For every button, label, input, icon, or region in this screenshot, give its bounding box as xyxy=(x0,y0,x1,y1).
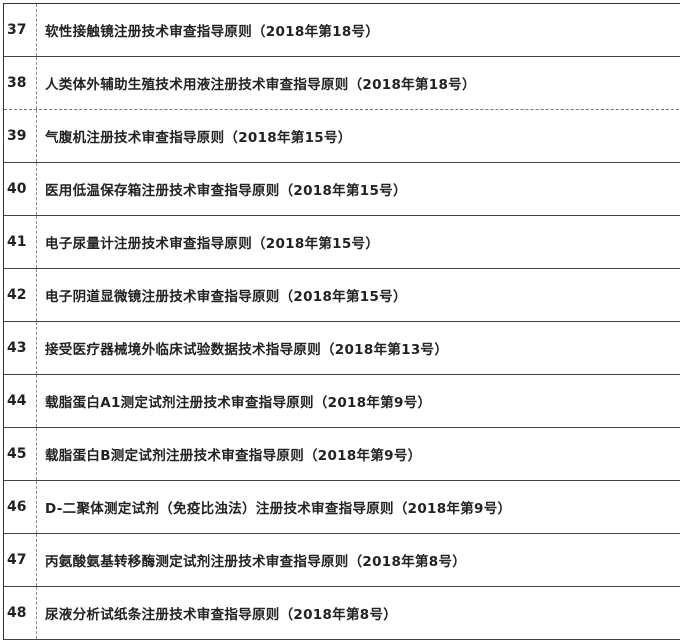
guideline-title: 载脂蛋白B测定试剂注册技术审查指导原则（2018年第9号） xyxy=(45,448,422,464)
guideline-title: 电子阴道显微镜注册技术审查指导原则（2018年第15号） xyxy=(45,289,407,305)
row-number: 38 xyxy=(4,57,37,109)
table-row: 41 电子尿量计注册技术审查指导原则（2018年第15号） xyxy=(4,216,680,269)
row-number: 40 xyxy=(4,163,37,215)
guideline-title: 软性接触镜注册技术审查指导原则（2018年第18号） xyxy=(45,24,380,40)
row-number: 44 xyxy=(4,375,37,427)
guideline-title: 接受医疗器械境外临床试验数据技术指导原则（2018年第13号） xyxy=(45,342,449,358)
table-row: 37 软性接触镜注册技术审查指导原则（2018年第18号） xyxy=(4,4,680,57)
row-number: 48 xyxy=(4,587,37,639)
table-row: 48 尿液分析试纸条注册技术审查指导原则（2018年第8号） xyxy=(4,587,680,640)
guideline-title: 丙氨酸氨基转移酶测定试剂注册技术审查指导原则（2018年第8号） xyxy=(45,554,467,570)
table-row: 46 D-二聚体测定试剂（免疫比浊法）注册技术审查指导原则（2018年第9号） xyxy=(4,481,680,534)
table-row: 43 接受医疗器械境外临床试验数据技术指导原则（2018年第13号） xyxy=(4,322,680,375)
table-row: 40 医用低温保存箱注册技术审查指导原则（2018年第15号） xyxy=(4,163,680,216)
guideline-title: 气腹机注册技术审查指导原则（2018年第15号） xyxy=(45,130,352,146)
guideline-title: 人类体外辅助生殖技术用液注册技术审查指导原则（2018年第18号） xyxy=(45,77,476,93)
row-number: 43 xyxy=(4,322,37,374)
table-row: 44 载脂蛋白A1测定试剂注册技术审查指导原则（2018年第9号） xyxy=(4,375,680,428)
guideline-title: 医用低温保存箱注册技术审查指导原则（2018年第15号） xyxy=(45,183,407,199)
table-row: 39 气腹机注册技术审查指导原则（2018年第15号） xyxy=(4,110,680,163)
row-number: 41 xyxy=(4,216,37,268)
guideline-table: 37 软性接触镜注册技术审查指导原则（2018年第18号） 38 人类体外辅助生殖技术… xyxy=(3,3,680,640)
table-row: 42 电子阴道显微镜注册技术审查指导原则（2018年第15号） xyxy=(4,269,680,322)
guideline-title: 电子尿量计注册技术审查指导原则（2018年第15号） xyxy=(45,236,380,252)
table-row: 38 人类体外辅助生殖技术用液注册技术审查指导原则（2018年第18号） xyxy=(4,57,680,110)
table-row: 47 丙氨酸氨基转移酶测定试剂注册技术审查指导原则（2018年第8号） xyxy=(4,534,680,587)
row-number: 47 xyxy=(4,534,37,586)
guideline-title: D-二聚体测定试剂（免疫比浊法）注册技术审查指导原则（2018年第9号） xyxy=(45,501,512,517)
row-number: 42 xyxy=(4,269,37,321)
row-number: 46 xyxy=(4,481,37,533)
guideline-title: 尿液分析试纸条注册技术审查指导原则（2018年第8号） xyxy=(45,607,398,623)
row-number: 37 xyxy=(4,4,37,56)
table-row: 45 载脂蛋白B测定试剂注册技术审查指导原则（2018年第9号） xyxy=(4,428,680,481)
guideline-title: 载脂蛋白A1测定试剂注册技术审查指导原则（2018年第9号） xyxy=(45,395,432,411)
row-number: 45 xyxy=(4,428,37,480)
row-number: 39 xyxy=(4,110,37,162)
